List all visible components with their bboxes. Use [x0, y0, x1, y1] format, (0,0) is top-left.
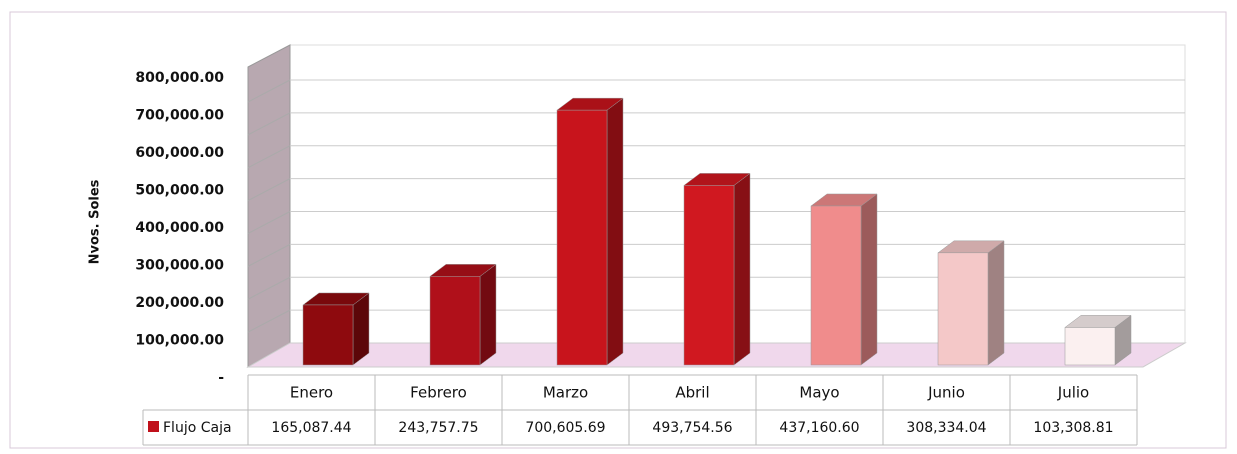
value-label: 308,334.04 [906, 420, 986, 436]
bar [937, 252, 989, 366]
value-label: 243,757.75 [398, 420, 478, 436]
grid-line [247, 243, 291, 267]
legend-label: Flujo Caja [163, 420, 232, 436]
y-tick-label: 300,000.00 [135, 258, 224, 274]
bar [810, 205, 862, 366]
y-axis-label: Nvos. Soles [88, 179, 103, 264]
grid-line [247, 79, 291, 103]
grid-line [247, 211, 291, 234]
x-tick-label: Abril [675, 384, 709, 402]
value-label: 700,605.69 [525, 420, 605, 436]
grid-line [247, 309, 291, 333]
y-tick-label: 600,000.00 [135, 145, 224, 161]
y-tick-label: - [218, 370, 224, 386]
bar [302, 304, 354, 366]
value-label: 493,754.56 [652, 420, 732, 436]
bar-side [606, 97, 624, 366]
bar [683, 185, 735, 366]
x-tick-label: Marzo [543, 384, 588, 402]
bar-side [479, 263, 497, 366]
bar-side [733, 172, 751, 366]
legend-swatch [148, 421, 159, 432]
bar-side [352, 292, 370, 366]
grid-line [247, 112, 291, 136]
grid-line [247, 145, 291, 169]
grid-line [247, 178, 291, 202]
y-tick-label: 200,000.00 [135, 295, 224, 311]
bar-side [860, 193, 878, 366]
value-label: 165,087.44 [271, 420, 351, 436]
bar [429, 276, 481, 366]
bar [1064, 327, 1116, 366]
value-label: 103,308.81 [1033, 420, 1113, 436]
y-tick-label: 700,000.00 [135, 108, 224, 124]
y-tick-label: 500,000.00 [135, 183, 224, 199]
side-wall [247, 44, 291, 368]
bar [556, 109, 608, 366]
x-tick-label: Julio [1057, 384, 1089, 402]
x-tick-label: Junio [927, 384, 965, 402]
y-tick-label: 800,000.00 [135, 70, 224, 86]
x-tick-label: Febrero [410, 384, 467, 402]
y-tick-label: 400,000.00 [135, 220, 224, 236]
value-label: 437,160.60 [779, 420, 859, 436]
x-tick-label: Enero [290, 384, 333, 402]
grid-line [247, 276, 291, 300]
x-tick-label: Mayo [799, 384, 839, 402]
y-tick-label: 100,000.00 [135, 333, 224, 349]
bar-side [987, 240, 1005, 366]
